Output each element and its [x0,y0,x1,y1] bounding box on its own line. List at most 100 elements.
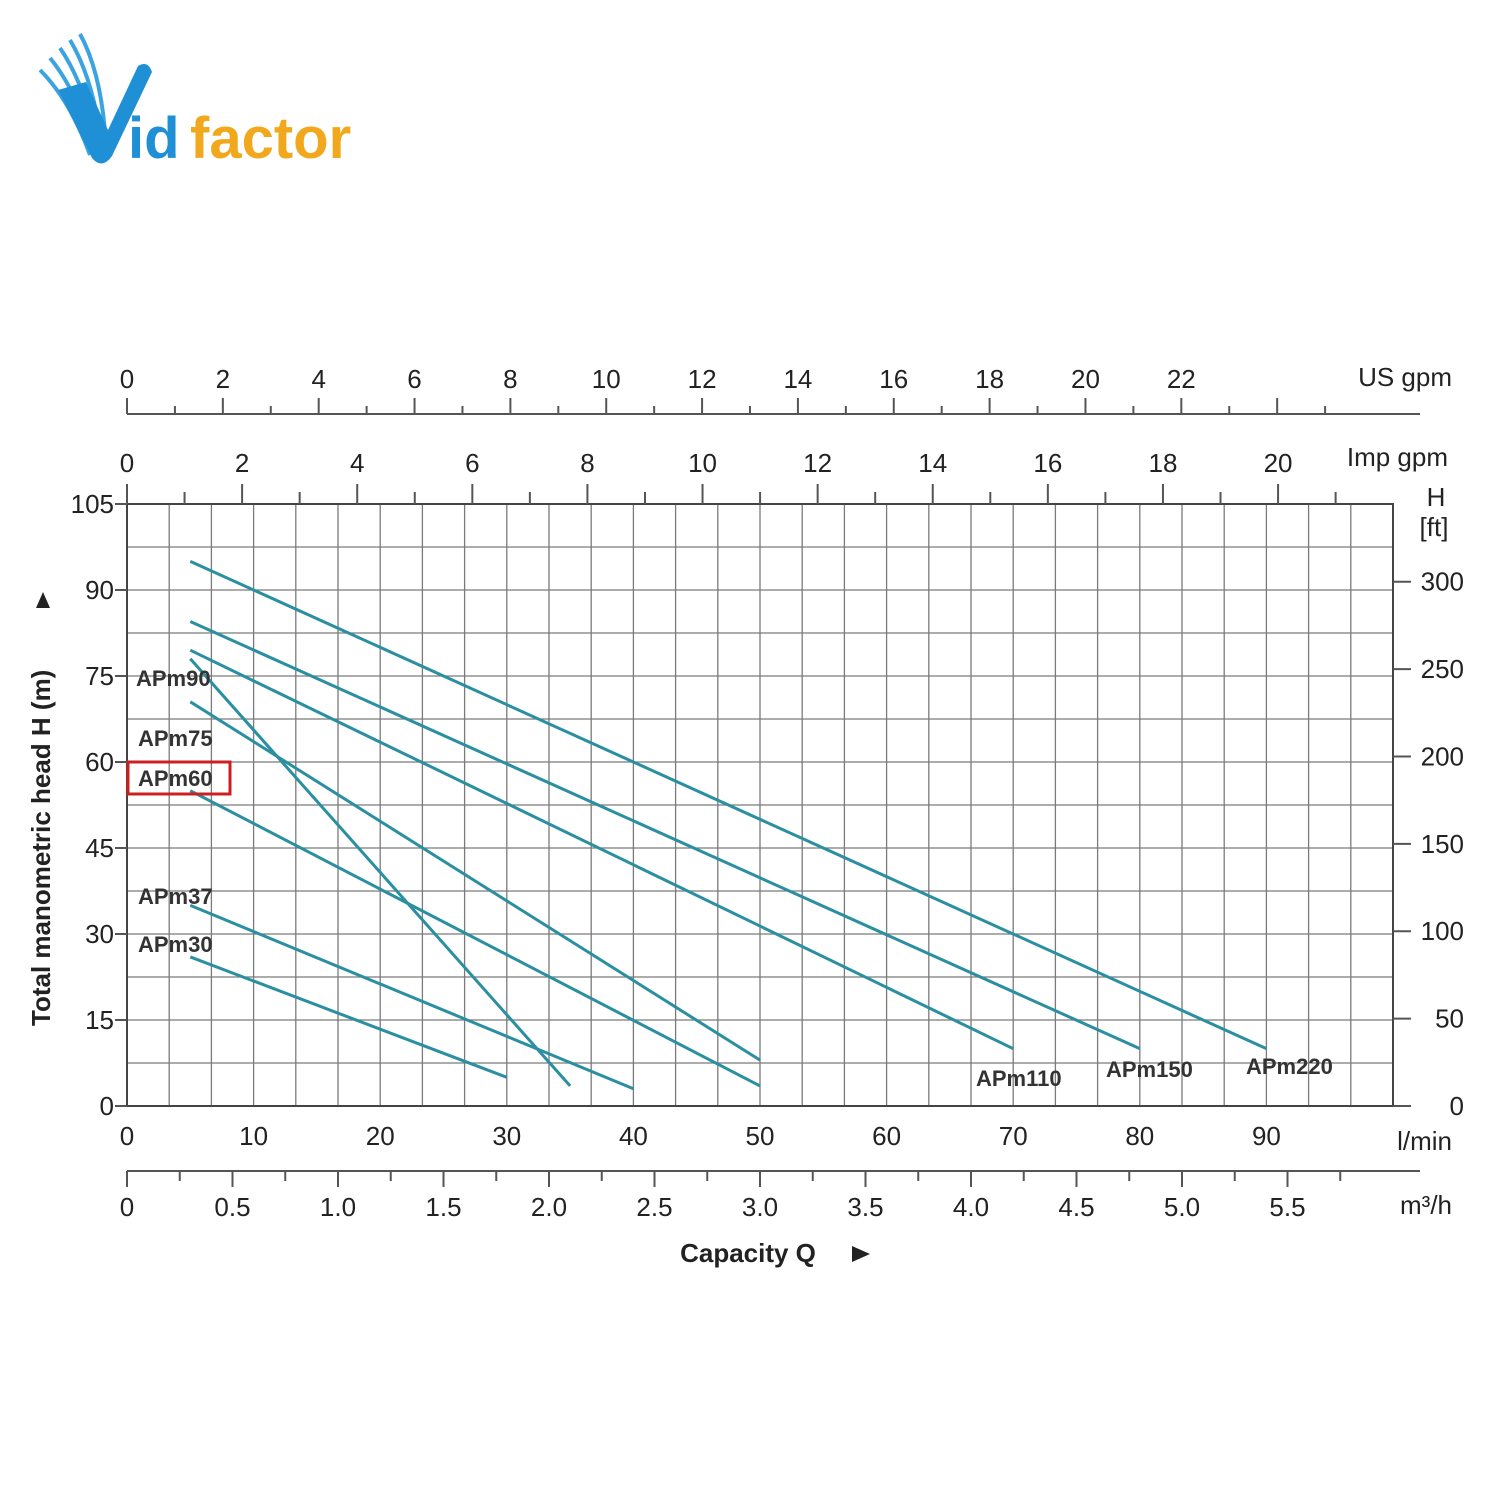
series-line-apm75 [189,700,761,1062]
x-tick-label: 50 [746,1121,775,1151]
series-line-apm220 [189,559,1268,1051]
logo-text-factor: factor [190,106,351,171]
series-line-apm30 [189,955,508,1079]
h-ft-unit-label-h: H [1427,482,1446,512]
h-ft-tick-label: 200 [1421,741,1464,771]
m3h-tick-label: 3.5 [847,1192,883,1222]
y-tick-label: 75 [85,661,114,691]
series-label-apm90: APm90 [136,666,211,691]
imp-gpm-tick-label: 6 [465,448,479,478]
x-tick-label: 80 [1125,1121,1154,1151]
y-tick-label: 105 [71,489,114,519]
series-line-apm110 [189,648,1014,1051]
us-gpm-tick-label: 0 [120,364,134,394]
x-tick-label: 70 [999,1121,1028,1151]
series-line-apm150 [189,620,1141,1051]
imp-gpm-axis: 0 2 4 6 8 10 12 14 16 18 20 [120,448,1337,504]
m3h-axis: 0 0.5 1.0 1.5 2.0 2.5 3.0 3.5 4.0 4.5 5.0 5.5 [120,1170,1420,1222]
x-tick-label: 30 [492,1121,521,1151]
y-tick-label: 45 [85,833,114,863]
imp-gpm-tick-label: 2 [235,448,249,478]
imp-gpm-tick-label: 18 [1149,448,1178,478]
lmin-unit-label: l/min [1397,1126,1452,1156]
us-gpm-tick-label: 16 [879,364,908,394]
us-gpm-tick-label: 2 [216,364,230,394]
y-tick-label: 60 [85,747,114,777]
m3h-unit-label: m³/h [1400,1190,1452,1220]
h-ft-tick-label: 250 [1421,654,1464,684]
vidfactor-logo: id factor [38,33,351,171]
series-line-apm60 [189,789,761,1088]
x-tick-label: 40 [619,1121,648,1151]
grid [126,503,1394,1107]
m3h-tick-label: 1.0 [320,1192,356,1222]
us-gpm-tick-label: 18 [975,364,1004,394]
us-gpm-tick-label: 6 [407,364,421,394]
h-ft-axis: 0 50 100 150 200 250 300 [1393,567,1464,1121]
series-label-apm110: APm110 [976,1066,1062,1091]
x-tick-label: 10 [239,1121,268,1151]
y-axis-title: Total manometric head H (m) [26,670,56,1026]
m3h-tick-label: 0.5 [214,1192,250,1222]
series-labels: APm30 APm37 APm60 APm75 APm90 APm110 APm150 APm… [126,666,1333,1091]
imp-gpm-tick-label: 4 [350,448,364,478]
x-axis-lmin: 0 10 20 30 40 50 60 70 80 90 [120,1121,1281,1151]
x-tick-label: 60 [872,1121,901,1151]
m3h-tick-label: 3.0 [742,1192,778,1222]
x-axis-arrow-icon [852,1246,870,1262]
m3h-tick-label: 1.5 [425,1192,461,1222]
us-gpm-tick-label: 10 [592,364,621,394]
logo-text-id: id [128,106,180,171]
imp-gpm-tick-label: 10 [688,448,717,478]
series-label-apm60: APm60 [138,766,213,791]
y-tick-label: 30 [85,919,114,949]
imp-gpm-unit-label: Imp gpm [1347,442,1448,472]
us-gpm-tick-label: 12 [688,364,717,394]
us-gpm-axis: 0 2 4 6 8 10 12 14 16 18 20 22 [120,364,1420,415]
h-ft-tick-label: 50 [1435,1004,1464,1034]
m3h-tick-label: 5.5 [1269,1192,1305,1222]
series-lines [189,559,1268,1091]
us-gpm-tick-label: 20 [1071,364,1100,394]
x-tick-label: 90 [1252,1121,1281,1151]
series-label-apm150: APm150 [1106,1057,1193,1082]
y-tick-label: 15 [85,1005,114,1035]
h-ft-tick-label: 300 [1421,567,1464,597]
x-tick-label: 20 [366,1121,395,1151]
series-label-apm37: APm37 [138,884,213,909]
series-label-apm75: APm75 [138,726,213,751]
us-gpm-tick-label: 4 [311,364,325,394]
y-axis-left: 0 15 30 45 60 75 90 105 [71,489,127,1121]
imp-gpm-tick-label: 20 [1264,448,1293,478]
x-tick-label: 0 [120,1121,134,1151]
us-gpm-unit-label: US gpm [1358,362,1452,392]
h-ft-tick-label: 150 [1421,829,1464,859]
h-ft-tick-label: 0 [1450,1091,1464,1121]
y-tick-label: 0 [100,1091,114,1121]
h-ft-tick-label: 100 [1421,916,1464,946]
series-line-apm90 [189,657,572,1087]
v-letter-icon [58,64,152,164]
us-gpm-tick-label: 22 [1167,364,1196,394]
series-label-apm30: APm30 [138,932,213,957]
series-label-apm220: APm220 [1246,1054,1333,1079]
imp-gpm-tick-label: 14 [918,448,947,478]
us-gpm-tick-label: 8 [503,364,517,394]
highlight-box [126,760,232,796]
y-axis-arrow-icon [36,592,50,608]
m3h-tick-label: 5.0 [1164,1192,1200,1222]
h-ft-unit-label-ft: [ft] [1420,512,1449,542]
m3h-tick-label: 2.0 [531,1192,567,1222]
imp-gpm-tick-label: 12 [803,448,832,478]
m3h-tick-label: 4.0 [953,1192,989,1222]
x-axis-title: Capacity Q [680,1238,816,1268]
m3h-tick-label: 4.5 [1058,1192,1094,1222]
m3h-tick-label: 2.5 [636,1192,672,1222]
y-tick-label: 90 [85,575,114,605]
imp-gpm-tick-label: 8 [580,448,594,478]
m3h-tick-label: 0 [120,1192,134,1222]
series-line-apm37 [189,903,634,1091]
us-gpm-tick-label: 14 [783,364,812,394]
imp-gpm-tick-label: 16 [1033,448,1062,478]
